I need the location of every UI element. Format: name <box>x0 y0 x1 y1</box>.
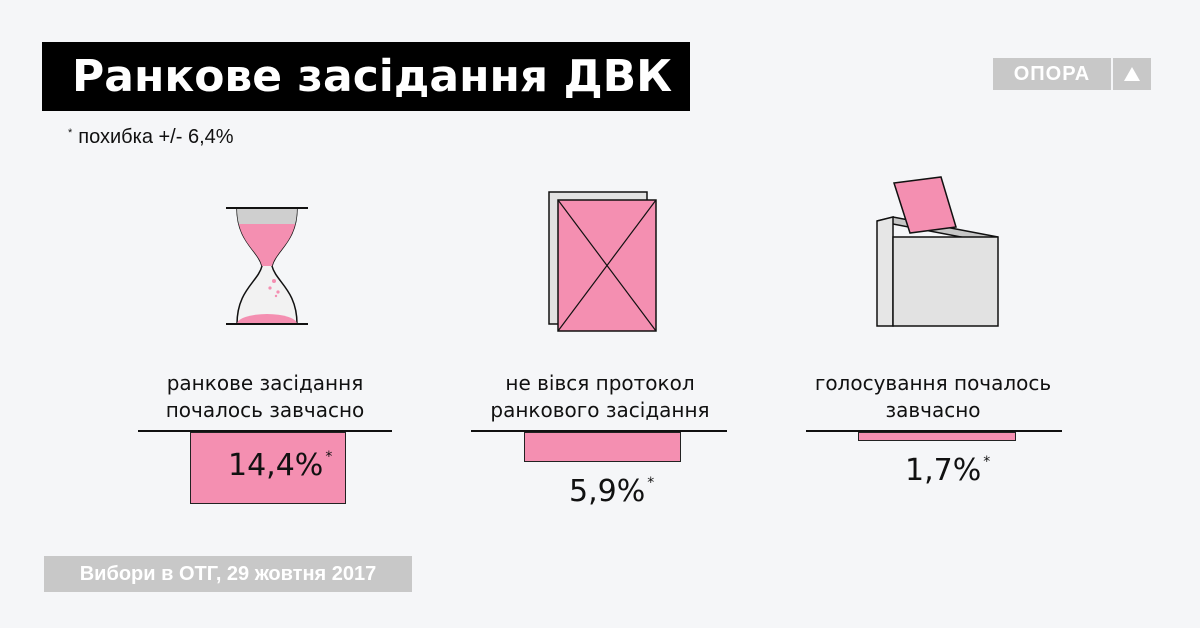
bar-2 <box>524 432 681 462</box>
baseline-3 <box>806 430 1062 432</box>
baseline-1 <box>138 430 392 432</box>
triangle-up-icon <box>1113 58 1151 90</box>
page-title: Ранкове засідання ДВК <box>42 42 690 111</box>
brand-logo: ОПОРА <box>993 58 1151 90</box>
value-label-1: 14,4% * <box>228 448 333 483</box>
value-label-2: 5,9% * <box>569 474 655 509</box>
category-label-2: не вівся протокол ранкового засідання <box>490 371 710 422</box>
note-text: похибка +/- 6,4% <box>78 126 234 148</box>
baseline-2 <box>471 430 727 432</box>
value-label-3: 1,7% * <box>905 453 991 488</box>
category-label-3: голосування почалось завчасно <box>814 371 1052 422</box>
brand-divider <box>1111 58 1113 90</box>
footer-caption: Вибори в ОТГ, 29 жовтня 2017 <box>44 556 412 592</box>
note-marker: * <box>68 127 73 139</box>
hourglass-icon <box>226 207 308 325</box>
error-margin-note: * похибка +/- 6,4% <box>68 126 234 149</box>
bar-1 <box>190 432 346 504</box>
category-label-1: ранкове засідання почалось завчасно <box>165 371 365 422</box>
brand-name: ОПОРА <box>993 58 1111 90</box>
bar-3 <box>858 432 1016 441</box>
protocol-sheet-icon <box>548 191 657 332</box>
ballot-box-icon <box>876 176 999 327</box>
